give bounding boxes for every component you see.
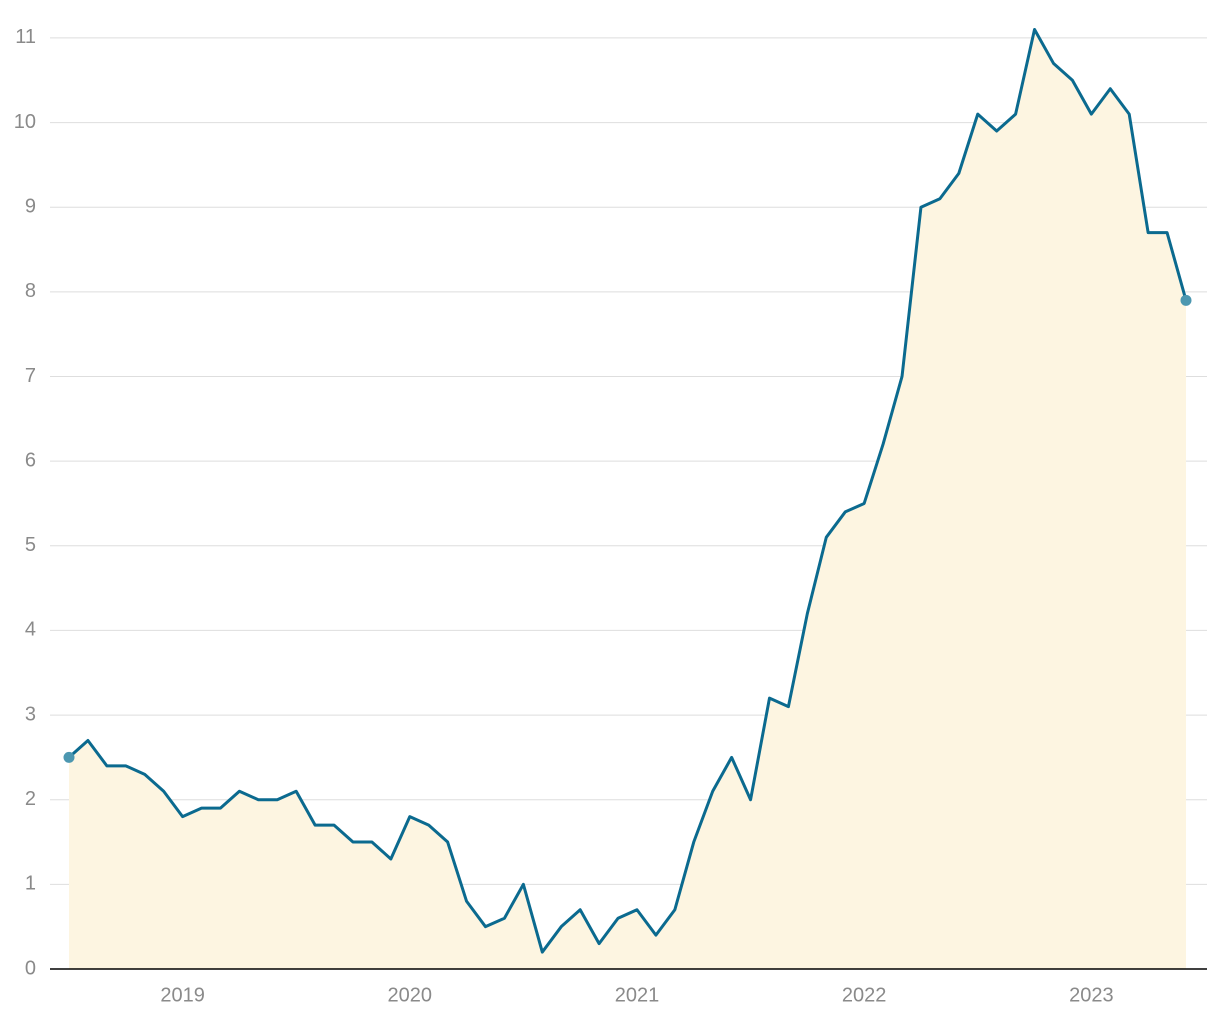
y-tick-label: 6 bbox=[25, 449, 36, 471]
line bbox=[68, 27, 1188, 954]
y-tick-label: 7 bbox=[25, 365, 36, 387]
y-tick-label: 4 bbox=[25, 619, 36, 641]
y-tick-label: 2 bbox=[25, 788, 36, 810]
y-tick-label: 9 bbox=[25, 195, 36, 217]
y-tick-label: 11 bbox=[15, 26, 36, 48]
x-tick-label: 2023 bbox=[1069, 984, 1114, 1006]
y-tick-label: 8 bbox=[25, 280, 36, 302]
end-marker bbox=[1180, 294, 1192, 306]
x-tick-label: 2022 bbox=[842, 984, 887, 1006]
y-tick-label: 5 bbox=[25, 534, 36, 556]
end-marker bbox=[63, 751, 75, 763]
y-tick-label: 3 bbox=[25, 703, 36, 725]
y-tick-label: 10 bbox=[14, 111, 36, 133]
y-tick-label: 0 bbox=[25, 957, 36, 979]
x-tick-label: 2021 bbox=[615, 984, 660, 1006]
y-tick-label: 1 bbox=[25, 873, 36, 895]
x-tick-label: 2020 bbox=[388, 984, 433, 1006]
x-tick-label: 2019 bbox=[160, 984, 205, 1006]
area bbox=[69, 29, 1186, 969]
